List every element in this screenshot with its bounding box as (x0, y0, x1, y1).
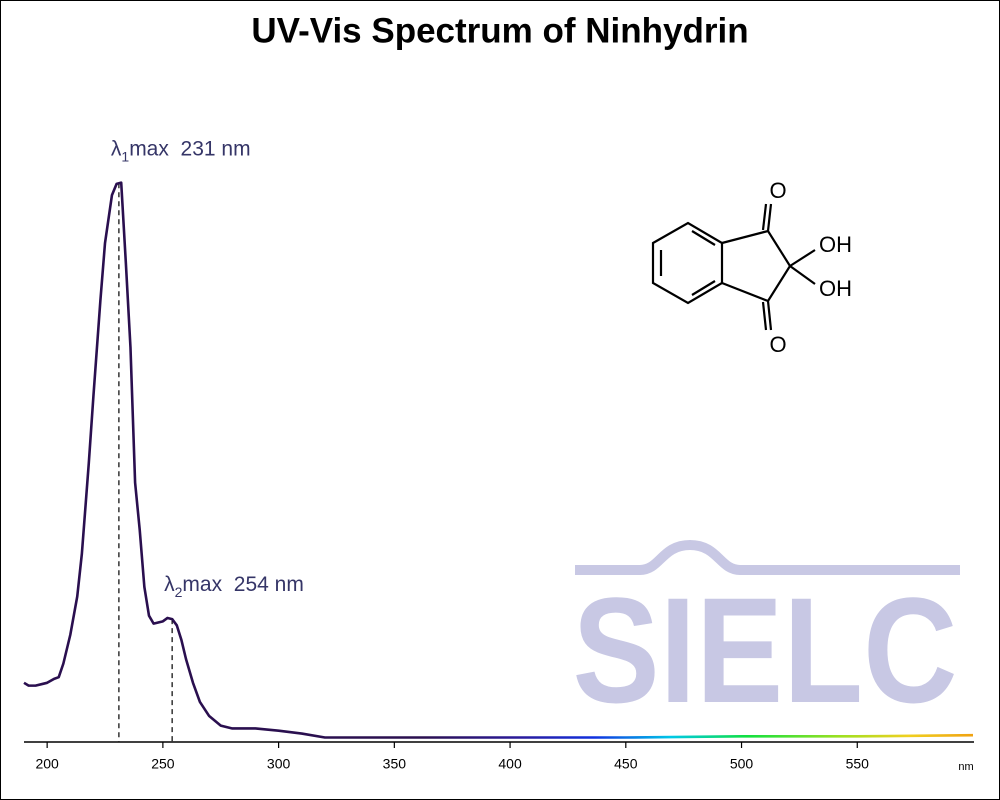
x-tick-label: 550 (846, 756, 870, 772)
atom-label: OH (819, 232, 852, 257)
x-tick-label: 500 (730, 756, 754, 772)
peak-annotation: λ1max 231 nm (111, 137, 251, 164)
atom-label: OH (819, 276, 852, 301)
annotation-symbol: λ (111, 137, 122, 160)
atom-label: O (769, 332, 786, 357)
annotation-text: max 231 nm (129, 137, 250, 160)
atom-label: O (769, 178, 786, 203)
spectrum-line (23, 181, 974, 739)
x-tick-label: 350 (383, 756, 407, 772)
logo-arc (575, 539, 960, 575)
watermark-logo: SIELC (573, 539, 960, 734)
x-tick-label: 200 (35, 756, 59, 772)
annotation-subscript: 1 (121, 148, 129, 164)
x-tick-label: 250 (151, 756, 175, 772)
x-tick-label: 400 (498, 756, 522, 772)
annotation-subscript: 2 (175, 584, 183, 600)
chart-title: UV-Vis Spectrum of Ninhydrin (251, 11, 748, 50)
annotation-text: max 254 nm (182, 573, 303, 596)
annotation-symbol: λ (164, 573, 175, 596)
x-axis-unit: nm (958, 761, 973, 773)
x-tick-label: 300 (267, 756, 291, 772)
structure (651, 203, 816, 331)
logo-text: SIELC (573, 566, 958, 734)
x-tick-label: 450 (614, 756, 638, 772)
peak-annotation: λ2max 254 nm (164, 573, 304, 600)
